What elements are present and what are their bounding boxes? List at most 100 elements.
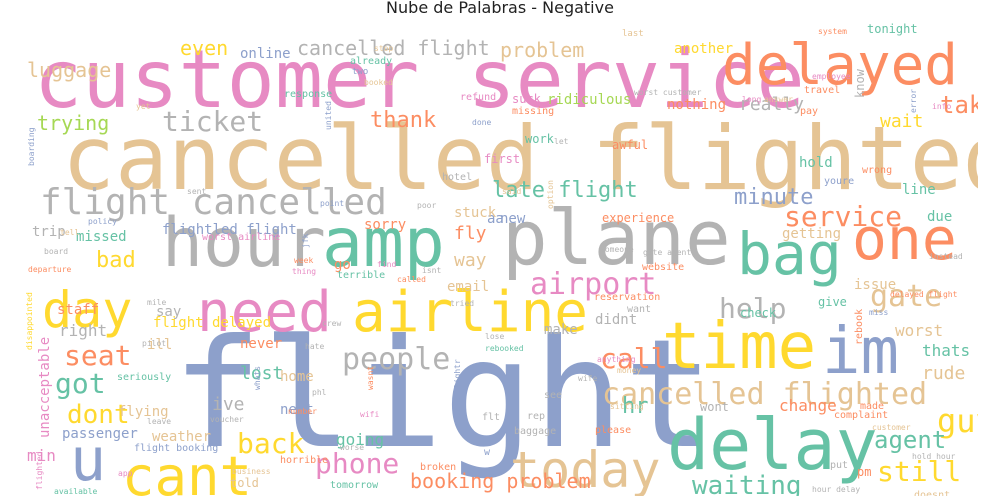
cloud-word: cancelled flighted <box>602 377 928 412</box>
cloud-word: crew <box>322 319 342 328</box>
cloud-word: info <box>932 102 952 111</box>
cloud-word: worse <box>340 443 365 452</box>
cloud-word: whats <box>253 365 262 390</box>
cloud-word: wifi <box>360 410 380 419</box>
cloud-word: poor <box>417 201 437 210</box>
cloud-word: stuck <box>454 205 497 221</box>
cloud-word: back <box>237 427 305 460</box>
cloud-word: didnt <box>595 312 638 328</box>
cloud-word: lost <box>240 363 284 384</box>
cloud-word: wasnt <box>366 365 375 390</box>
cloud-word: wife <box>578 374 598 383</box>
cloud-word: work <box>525 132 554 146</box>
cloud-word: staff <box>57 302 100 318</box>
cloud-word: policy <box>88 217 117 226</box>
cloud-word: customer <box>872 423 911 432</box>
cloud-word: money <box>617 366 642 375</box>
cloud-word: flightled flight <box>162 222 297 238</box>
cloud-word: hate <box>305 342 325 351</box>
cloud-word: gate <box>870 279 943 314</box>
cloud-word: late flight <box>492 178 638 203</box>
cloud-word: seriously <box>117 372 172 383</box>
cloud-word: made <box>860 401 885 412</box>
cloud-word: broken <box>420 462 457 473</box>
cloud-word: first <box>484 152 521 166</box>
cloud-word: know <box>853 69 867 98</box>
cloud-word: im <box>822 315 900 389</box>
cloud-word: line <box>902 182 936 198</box>
cloud-word: employee <box>812 72 851 81</box>
cloud-word: hotel <box>442 172 473 183</box>
cloud-word: delay <box>667 404 878 486</box>
cloud-word: called <box>397 275 426 284</box>
cloud-word: trip <box>32 224 66 240</box>
cloud-word: waiting <box>692 471 802 496</box>
cloud-word: passenger <box>62 426 138 442</box>
cloud-word: customer service <box>34 33 805 126</box>
cloud-word: weather <box>152 429 212 445</box>
cloud-word: anything <box>597 355 636 364</box>
cloud-word: go <box>334 257 351 273</box>
cloud-word: rep <box>527 411 546 422</box>
cloud-word: system <box>818 27 847 36</box>
cloud-word: stop <box>374 44 394 53</box>
cloud-word: u <box>70 425 107 495</box>
cloud-word: guy <box>937 402 978 440</box>
cloud-word: ive <box>212 394 245 415</box>
cloud-word: flight cancelled <box>40 182 387 223</box>
cloud-word: website <box>642 262 685 273</box>
cloud-word: say <box>156 304 182 320</box>
cloud-word: disappointed <box>25 292 34 350</box>
cloud-word: horrible <box>280 455 329 466</box>
cloud-word: number <box>288 407 317 416</box>
cloud-word: united <box>324 101 333 130</box>
cloud-word: two <box>352 67 369 77</box>
cloud-word: available <box>54 487 98 496</box>
cloud-word: boarding <box>27 127 36 166</box>
cloud-word: late flightr <box>453 359 462 417</box>
cloud-word: give <box>818 295 847 309</box>
cloud-word: cancelled flight <box>297 36 490 60</box>
cloud-word: want <box>627 304 652 315</box>
cloud-word: getting <box>782 226 842 242</box>
cloud-word: hour delay <box>812 485 861 494</box>
cloud-word: delayed flight <box>890 290 958 299</box>
cloud-word: change <box>779 396 837 415</box>
cloud-word: isnt <box>422 266 442 275</box>
word-cloud: flight cancelled flighted customer servi… <box>22 20 978 496</box>
cloud-word: time <box>662 310 817 384</box>
cloud-word: departure <box>28 265 72 274</box>
cloud-word: call <box>600 342 668 375</box>
cloud-word: right <box>59 321 108 340</box>
cloud-word: people <box>342 342 451 377</box>
cloud-word: next <box>280 402 314 418</box>
cloud-word: jfk <box>301 233 310 248</box>
cloud-word: tomorrow <box>330 480 379 491</box>
cloud-word: booking problem <box>410 469 591 493</box>
cloud-word: find <box>377 260 397 269</box>
cloud-word: youre <box>824 176 855 187</box>
cloud-word: min <box>27 446 56 465</box>
cloud-word: help <box>719 292 787 325</box>
cloud-word: service <box>784 200 903 233</box>
cloud-word: really <box>739 94 805 115</box>
cloud-word: wrong <box>862 165 893 176</box>
cloud-word: booked <box>364 78 393 87</box>
cloud-word: doesnt <box>914 490 951 497</box>
cloud-word: week <box>294 256 314 265</box>
cloud-word: option <box>546 180 555 209</box>
cloud-word: someone <box>600 245 634 254</box>
cloud-word: never <box>240 336 283 352</box>
cloud-word: sent <box>187 187 207 196</box>
cloud-word: ticket <box>162 105 264 138</box>
cloud-word: still <box>877 455 962 488</box>
cloud-word: flighted <box>35 451 44 490</box>
cloud-word: w <box>484 447 491 458</box>
cloud-word: travel <box>804 85 841 96</box>
cloud-word: app <box>118 469 133 478</box>
cloud-word: airport <box>530 267 657 302</box>
cloud-word: answer <box>764 95 793 104</box>
cloud-word: trying <box>37 111 110 135</box>
cloud-word: another <box>674 41 734 57</box>
cloud-word: issue <box>854 277 897 293</box>
